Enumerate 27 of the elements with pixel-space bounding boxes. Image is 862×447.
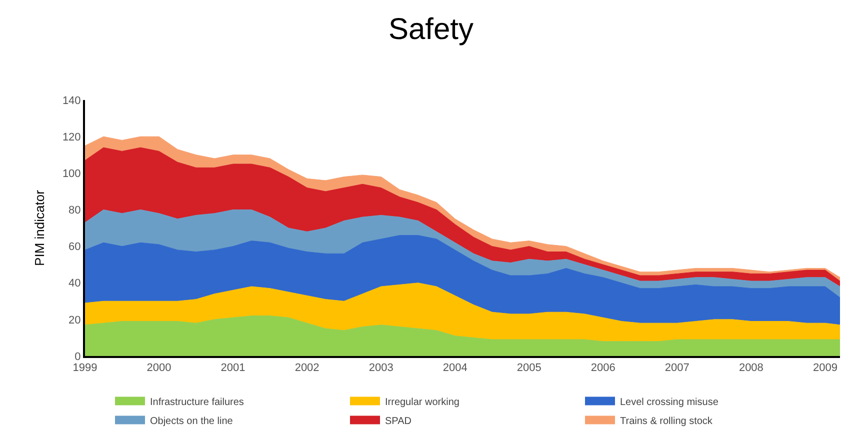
x-tick-label: 2007: [664, 362, 690, 374]
x-tick-label: 2000: [146, 362, 172, 374]
x-tick-label: 2009: [812, 362, 838, 374]
x-tick-label: 2002: [294, 362, 320, 374]
y-tick-label: 100: [62, 168, 81, 180]
y-tick-label: 120: [62, 131, 81, 144]
legend-label: Objects on the line: [150, 416, 234, 428]
y-tick-label: 20: [68, 314, 81, 326]
y-tick-label: 0: [74, 350, 81, 363]
legend-label: Trains & rolling stock: [620, 416, 714, 428]
x-tick-label: 1999: [72, 362, 98, 374]
legend-label: Irregular working: [385, 397, 460, 408]
legend-label: Infrastructure failures: [150, 397, 244, 408]
y-tick-label: 140: [62, 94, 81, 107]
x-tick-label: 2006: [590, 362, 616, 374]
x-tick-label: 2005: [516, 362, 542, 374]
legend-label: SPAD: [385, 416, 412, 428]
y-tick-label: 40: [68, 278, 81, 290]
x-tick-label: 2008: [738, 362, 764, 374]
y-tick-label: 80: [68, 204, 81, 217]
y-tick-label: 60: [68, 241, 81, 254]
x-tick-label: 2003: [368, 362, 394, 374]
x-tick-label: 2004: [442, 362, 468, 374]
x-tick-label: 2001: [220, 362, 246, 374]
chart-title: Safety: [388, 12, 474, 46]
y-axis-title: PIM indicator: [32, 189, 47, 266]
legend-label: Level crossing misuse: [620, 397, 719, 408]
